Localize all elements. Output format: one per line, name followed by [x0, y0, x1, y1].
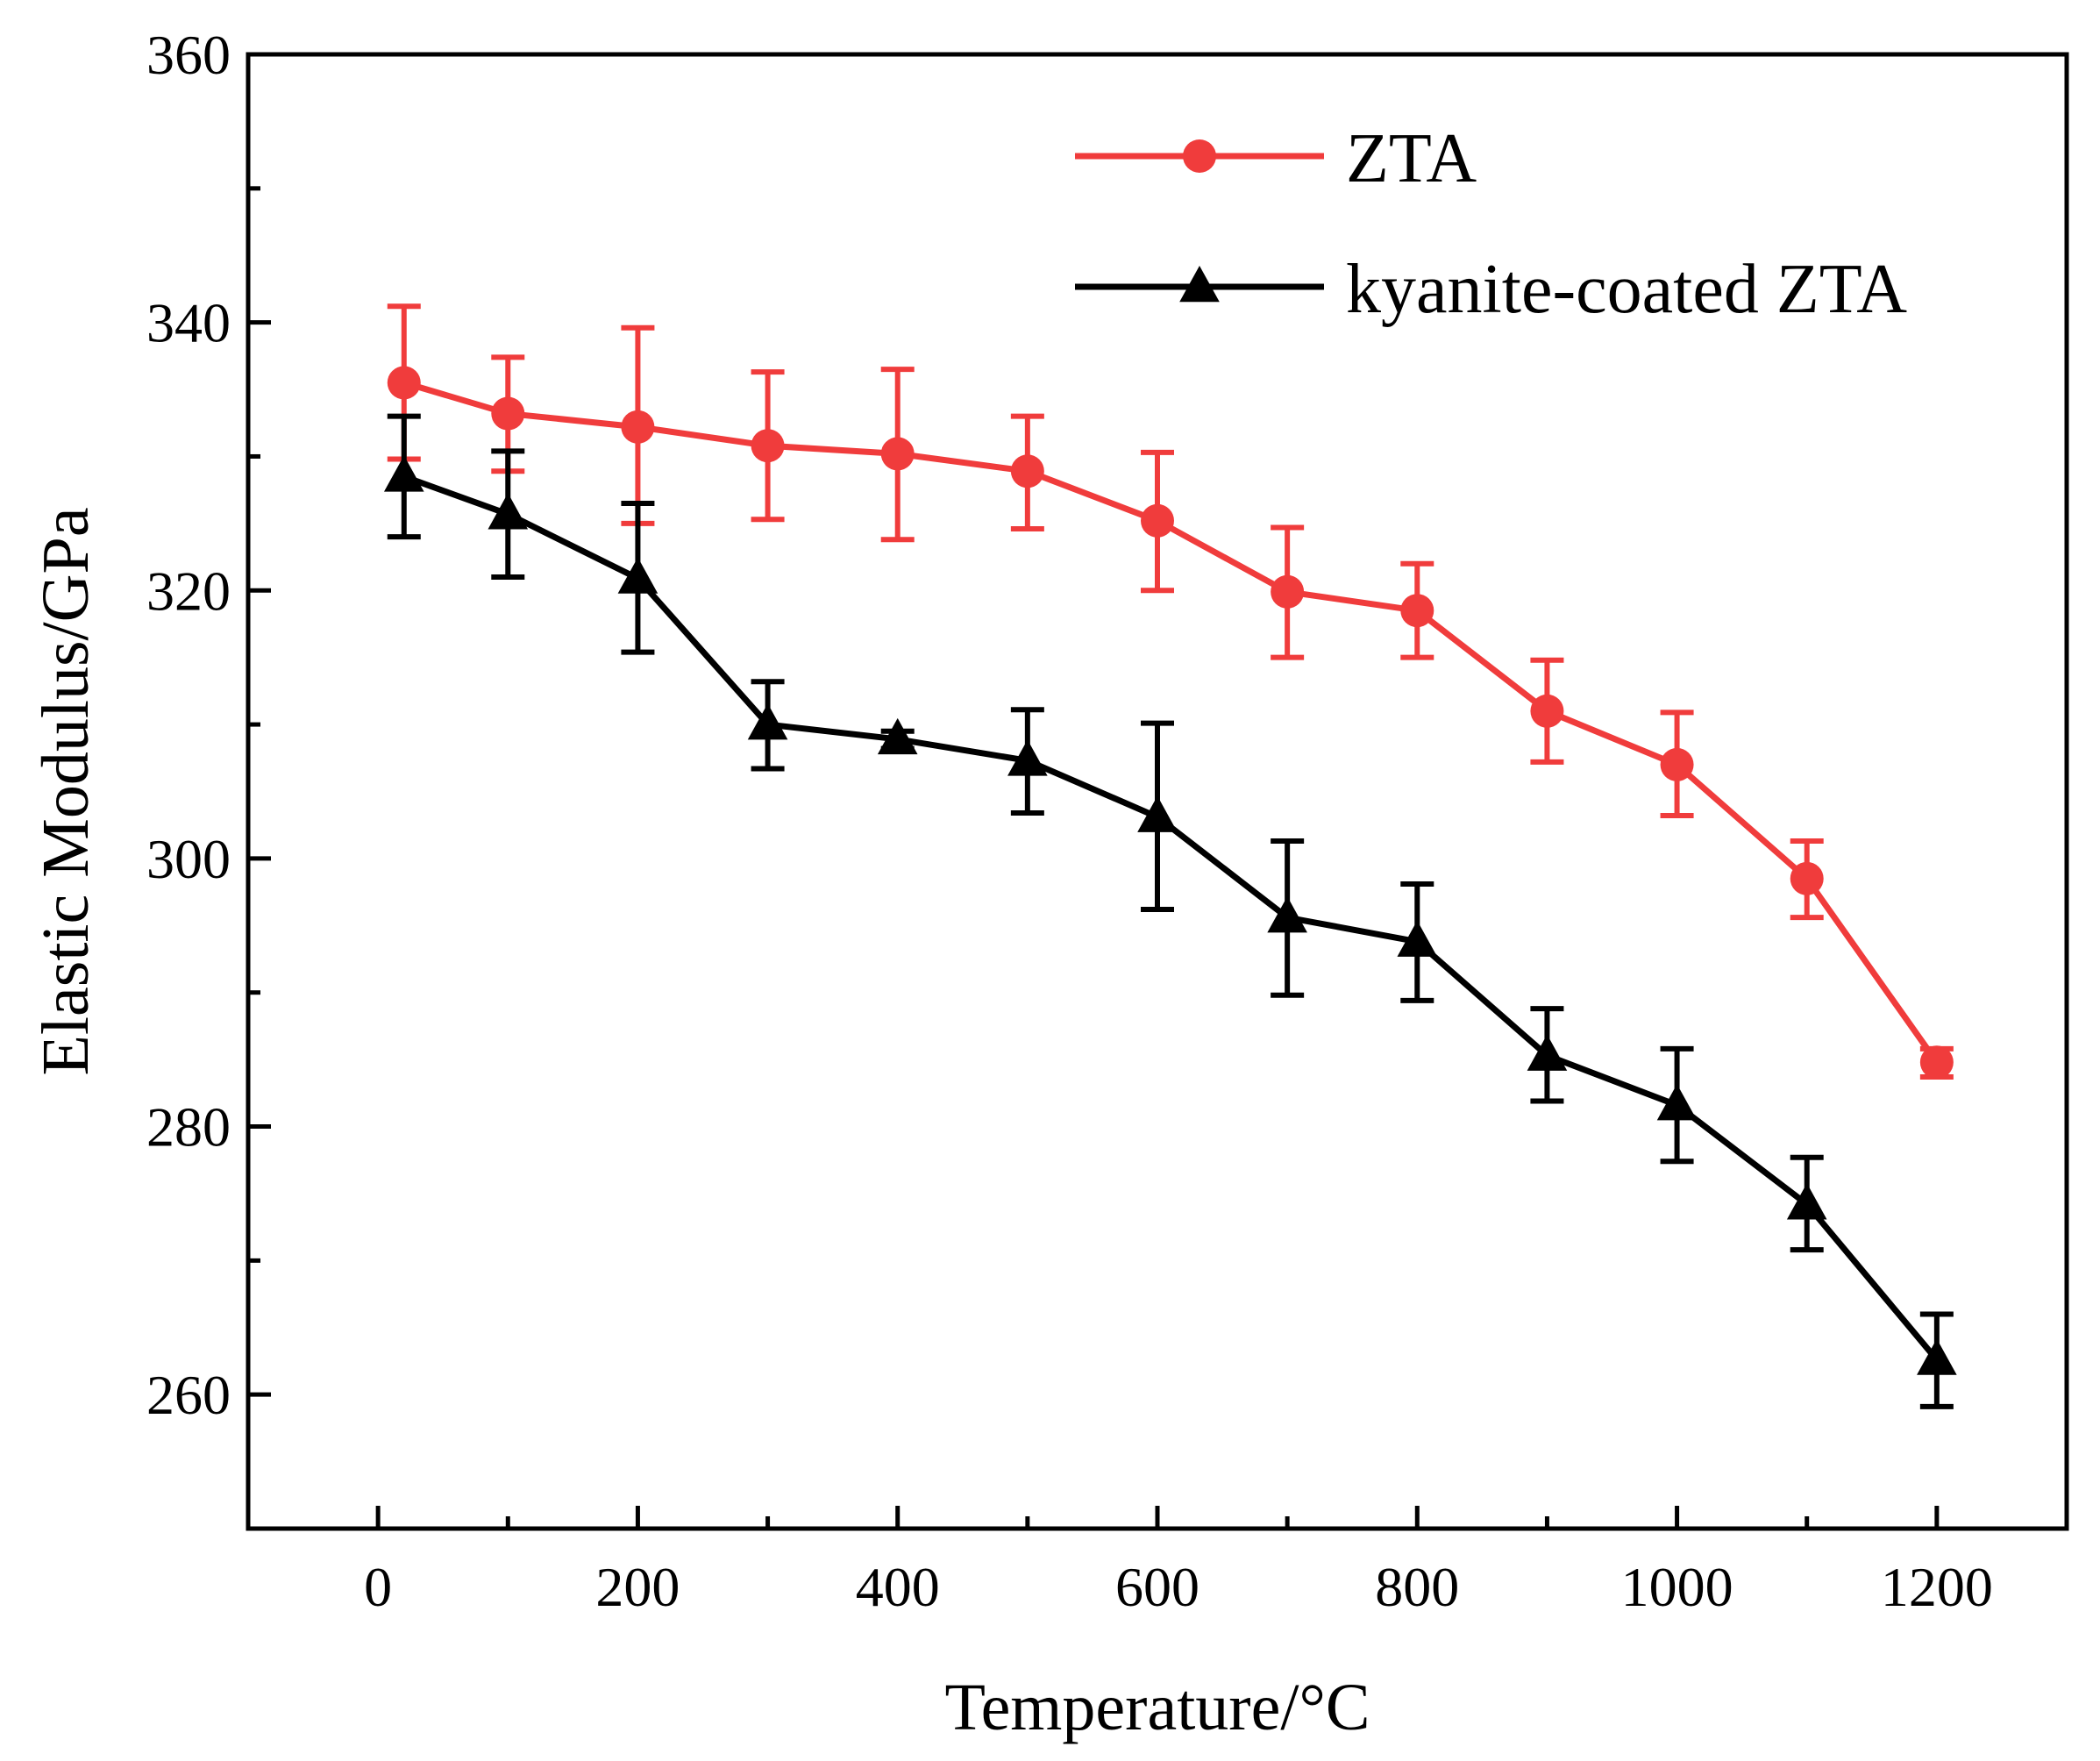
series-layer [383, 303, 1957, 1409]
data-point [617, 557, 658, 594]
series-zta [387, 303, 1954, 1080]
data-point [1786, 1183, 1827, 1220]
data-point [1010, 454, 1044, 488]
data-point [1271, 574, 1305, 609]
legend-kyanite-label: kyanite-coated ZTA [1346, 251, 1907, 328]
x-tick-label: 600 [1115, 1556, 1199, 1618]
data-point [751, 429, 785, 463]
legend-kyanite-marker [1179, 266, 1220, 303]
data-point [1790, 861, 1824, 895]
x-axis-title: Temperature/°C [944, 1671, 1370, 1744]
legend-zta-marker [1183, 139, 1216, 173]
y-tick-label: 340 [146, 292, 231, 354]
y-tick-label: 360 [146, 24, 231, 86]
x-tick-label: 0 [364, 1556, 392, 1618]
series-kyanite-coated-zta [383, 413, 1957, 1409]
data-point [1397, 920, 1438, 957]
data-point [1007, 739, 1048, 776]
x-tick-label: 200 [595, 1556, 680, 1618]
data-point [1137, 795, 1178, 832]
data-point [387, 366, 421, 400]
data-point [1527, 1034, 1568, 1071]
legend: ZTA kyanite-coated ZTA [1075, 120, 1907, 328]
y-tick-label: 300 [146, 828, 231, 890]
data-point [1141, 503, 1174, 538]
data-point [1917, 1338, 1957, 1375]
data-point [491, 396, 525, 431]
y-tick-label: 260 [146, 1364, 231, 1426]
data-point [1530, 694, 1564, 728]
data-point [1656, 1084, 1698, 1121]
data-point [880, 437, 915, 471]
data-point [1267, 896, 1307, 933]
data-point [488, 493, 529, 530]
data-point [1660, 747, 1694, 781]
data-point [383, 455, 424, 492]
data-point [621, 410, 655, 444]
data-point [1919, 1045, 1954, 1080]
legend-zta-label: ZTA [1346, 120, 1477, 197]
axes: 0 200 400 600 800 1000 1200 260 280 300 320 340 360 [146, 24, 2069, 1618]
x-tick-label: 1000 [1621, 1556, 1733, 1618]
y-tick-label: 280 [146, 1096, 231, 1159]
x-tick-label: 800 [1375, 1556, 1459, 1618]
data-point [747, 703, 788, 740]
x-tick-label: 400 [856, 1556, 940, 1618]
y-tick-label: 320 [146, 560, 231, 622]
y-axis-title: Elastic Modulus/GPa [29, 507, 103, 1075]
x-tick-label: 1200 [1881, 1556, 1993, 1618]
data-point [1400, 594, 1434, 628]
data-point [877, 717, 918, 755]
